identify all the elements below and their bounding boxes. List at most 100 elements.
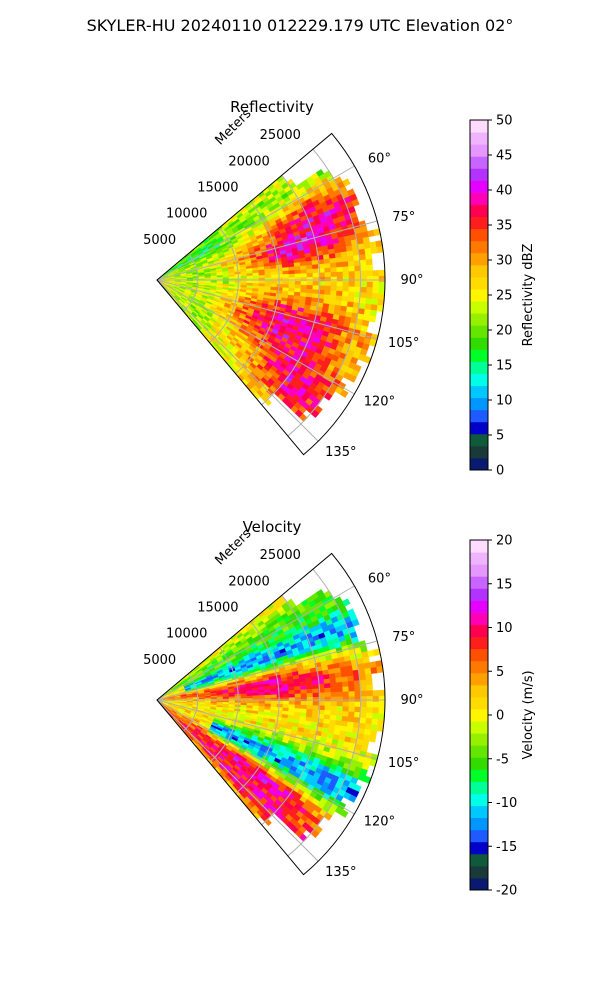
radar-cell <box>282 270 290 275</box>
radar-cell <box>276 283 284 288</box>
colorbar-swatch <box>470 600 488 613</box>
colorbar-tick-label: 15 <box>496 577 513 592</box>
radar-cell <box>336 701 344 707</box>
range-label: 20000 <box>228 574 269 589</box>
azimuth-line <box>156 699 378 760</box>
azimuth-line <box>156 640 378 701</box>
radar-cell <box>270 691 278 696</box>
radar-cell <box>377 293 385 301</box>
azimuth-label: 105° <box>388 336 419 351</box>
radar-cell <box>365 253 373 261</box>
radar-cell <box>342 291 349 297</box>
radar-cell <box>363 662 371 670</box>
radar-cell <box>366 276 374 283</box>
colorbar-swatch <box>470 301 488 314</box>
radar-cell <box>270 700 278 705</box>
radar-cell <box>258 272 266 276</box>
radar-cell <box>300 277 308 282</box>
radar-cell <box>372 287 380 294</box>
radar-cell <box>357 243 365 251</box>
radar-cell <box>276 694 284 699</box>
radar-cell <box>360 696 368 703</box>
colorbar-swatch <box>470 733 488 746</box>
radar-cell <box>336 710 343 717</box>
radar-cell <box>330 281 338 287</box>
radar-cell <box>294 697 302 702</box>
colorbar-swatch <box>470 192 488 205</box>
colorbar-tick-label: 45 <box>496 149 513 164</box>
radar-cell <box>358 668 366 676</box>
colorbar-swatch <box>470 877 488 891</box>
colorbar-tick-label: 0 <box>496 464 504 479</box>
radar-cell <box>300 288 307 294</box>
radar-cell <box>288 277 296 282</box>
radar-cell <box>294 265 301 271</box>
radar-cell <box>342 696 350 702</box>
colorbar-tick-label: 20 <box>496 324 513 339</box>
radar-cell <box>359 717 367 724</box>
radar-cell <box>294 693 302 698</box>
azimuth-line <box>156 699 355 815</box>
azimuth-label: 75° <box>392 630 415 645</box>
radar-cell <box>368 315 377 323</box>
colorbar-swatch <box>470 757 488 770</box>
radar-cell <box>276 274 284 279</box>
radar-cell <box>240 275 248 279</box>
colorbar-swatch <box>470 865 488 879</box>
colorbar-tick-label: 35 <box>496 219 513 234</box>
radar-cell <box>348 271 356 277</box>
colorbar-swatch <box>470 313 488 326</box>
radar-cell <box>372 270 380 277</box>
radar-cell <box>342 271 350 277</box>
radar-cell <box>336 691 344 698</box>
range-ring <box>209 647 239 763</box>
colorbar-tick-label: 10 <box>496 394 513 409</box>
azimuth-label: 90° <box>400 693 423 708</box>
radar-cell <box>294 701 302 706</box>
radar-cell <box>324 710 331 716</box>
radar-cell <box>378 707 386 715</box>
radar-cell <box>365 718 373 725</box>
radar-cell <box>330 267 338 273</box>
radar-cell <box>252 280 260 284</box>
azimuth-line <box>156 279 378 340</box>
radar-cell <box>371 718 379 726</box>
radar-cell <box>330 705 338 712</box>
radar-cell <box>335 295 343 302</box>
radar-cell <box>252 275 260 279</box>
radar-cell <box>346 670 354 677</box>
colorbar-swatch <box>470 708 488 722</box>
radar-cell <box>342 178 351 187</box>
radar-cell <box>359 679 367 686</box>
radar-cell <box>294 704 302 710</box>
radar-cell <box>312 264 319 270</box>
radar-cell <box>335 257 343 263</box>
radar-cell <box>305 680 313 686</box>
radar-cell <box>366 707 374 714</box>
colorbar-swatch <box>470 552 488 565</box>
radar-cell <box>306 708 313 714</box>
radar-cell <box>348 706 356 713</box>
colorbar-swatch <box>470 421 488 435</box>
radar-cell <box>348 291 355 298</box>
radar-cell <box>335 677 343 683</box>
radar-cell <box>294 284 302 290</box>
radar-cell <box>378 701 386 709</box>
range-ring <box>287 148 362 437</box>
radar-cell <box>378 689 386 697</box>
colorbar-swatch <box>470 373 488 387</box>
radar-cell <box>365 292 373 300</box>
colorbar-swatch <box>470 120 488 133</box>
colorbar-swatch <box>470 168 488 181</box>
radar-cell <box>366 281 374 288</box>
radar-cell <box>330 276 338 282</box>
radar-cell <box>324 696 332 702</box>
radar-cell <box>365 679 373 686</box>
radar-cell <box>366 264 374 272</box>
colorbar-tick-label: 20 <box>496 534 513 549</box>
colorbar-swatch <box>470 409 488 423</box>
radar-cell <box>347 296 355 303</box>
colorbar-swatch <box>470 433 488 447</box>
radar-cell <box>335 681 343 688</box>
radar-cell <box>341 295 349 302</box>
